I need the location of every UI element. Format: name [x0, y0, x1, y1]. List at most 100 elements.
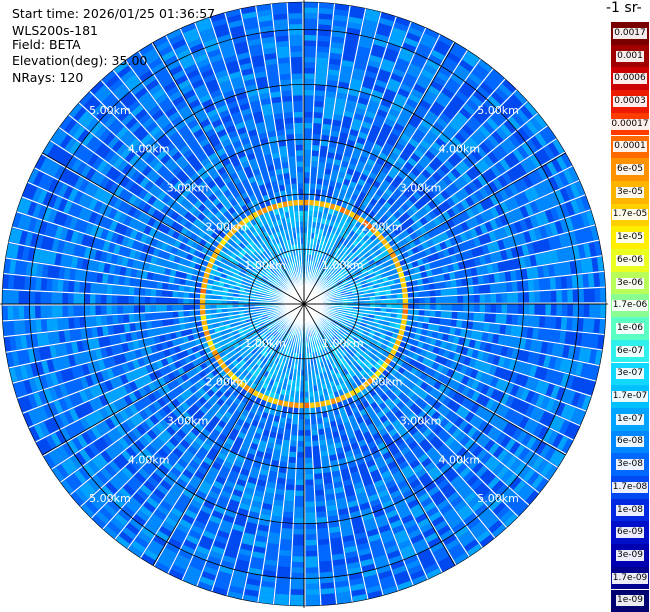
ppi-gate — [290, 446, 297, 452]
ppi-gate — [129, 314, 135, 322]
ppi-gate — [57, 306, 63, 317]
ppi-gate — [57, 318, 63, 329]
ppi-gate — [46, 319, 52, 331]
ppi-gate — [441, 297, 447, 304]
ppi-gate — [304, 95, 313, 101]
ppi-gate — [600, 288, 606, 302]
ppi-gate — [123, 305, 129, 313]
ppi-gate — [413, 310, 419, 316]
ppi-gate — [306, 600, 320, 606]
ppi-gate — [561, 318, 567, 330]
ppi-gate — [545, 317, 551, 328]
ppi-gate — [556, 304, 562, 316]
ppi-gate — [304, 178, 310, 184]
ppi-gate — [304, 24, 317, 30]
ppi-gate — [293, 545, 304, 551]
ppi-gate — [304, 222, 308, 228]
ppi-gate — [319, 13, 332, 19]
ppi-gate — [289, 452, 296, 458]
ppi-gate — [178, 311, 184, 317]
ppi-gate — [277, 478, 286, 485]
ppi-gate — [306, 507, 315, 513]
ppi-gate — [304, 46, 316, 52]
ppi-gate — [305, 485, 314, 491]
ppi-gate — [318, 544, 329, 550]
ppi-gate — [403, 304, 409, 309]
ppi-gate — [291, 589, 304, 595]
ppi-gate — [276, 588, 289, 594]
ppi-gate — [119, 324, 126, 333]
ppi-gate — [397, 309, 403, 314]
ppi-gate — [41, 319, 47, 331]
ppi-gate — [518, 304, 524, 314]
ppi-gate — [189, 316, 195, 322]
ppi-gate — [211, 300, 217, 304]
ppi-gate — [90, 316, 96, 326]
ppi-gate — [96, 316, 102, 326]
ppi-gate — [298, 430, 304, 436]
ppi-gate — [305, 408, 310, 414]
ppi-gate — [167, 298, 173, 304]
ppi-gate — [95, 306, 101, 315]
ppi-gate — [446, 289, 452, 296]
ppi-gate — [429, 317, 435, 324]
ppi-gate — [129, 323, 136, 332]
ppi-gate — [312, 145, 320, 151]
ppi-gate — [304, 145, 311, 151]
ppi-gate — [304, 216, 308, 222]
ppi-gate — [313, 134, 321, 140]
ppi-gate — [289, 457, 297, 463]
ppi-gate — [287, 468, 295, 474]
ppi-gate — [507, 304, 513, 313]
ppi-gate — [304, 167, 310, 173]
ppi-gate — [101, 316, 107, 325]
ppi-gate — [139, 305, 145, 312]
ppi-gate — [305, 430, 311, 436]
ppi-gate — [297, 447, 304, 453]
ppi-gate — [584, 304, 590, 317]
ppi-gate — [506, 282, 512, 292]
ppi-gate — [588, 319, 594, 332]
ppi-gate — [278, 472, 286, 478]
ppi-gate — [484, 314, 490, 323]
ppi-gate — [512, 315, 518, 325]
ppi-gate — [413, 292, 419, 298]
ppi-gate — [304, 112, 313, 118]
ppi-gate — [533, 279, 539, 290]
ppi-gate — [584, 289, 590, 302]
ppi-gate — [392, 304, 398, 308]
ppi-gate — [172, 305, 178, 311]
ppi-gate — [456, 279, 462, 287]
ppi-gate — [123, 315, 129, 323]
ppi-gate — [496, 294, 502, 303]
ppi-gate — [294, 529, 304, 535]
ppi-gate — [324, 483, 333, 490]
ppi-gate — [162, 312, 168, 319]
ppi-gate — [295, 507, 304, 513]
ppi-gate — [305, 425, 311, 431]
ppi-gate — [284, 429, 291, 435]
ppi-gate — [550, 317, 556, 329]
ppi-gate — [326, 433, 333, 440]
ppi-gate — [386, 304, 392, 308]
ppi-gate — [550, 278, 556, 290]
ppi-gate — [321, 450, 329, 456]
ppi-gate — [194, 305, 200, 310]
ppi-gate — [178, 298, 184, 304]
ppi-gate — [472, 277, 479, 286]
ppi-gate — [211, 305, 217, 309]
ppi-gate — [179, 318, 185, 324]
ppi-gate — [313, 451, 320, 457]
ppi-gate — [305, 375, 309, 381]
ppi-gate — [441, 289, 447, 296]
ppi-gate — [430, 311, 436, 317]
ppi-gate — [291, 584, 304, 590]
ppi-gate — [573, 304, 579, 316]
ppi-gate — [309, 200, 314, 206]
ppi-gate — [321, 456, 329, 462]
ppi-gate — [594, 319, 601, 333]
ppi-gate — [463, 312, 469, 320]
ppi-gate — [304, 117, 312, 123]
ppi-gate — [566, 276, 573, 288]
ppi-gate — [287, 473, 295, 479]
